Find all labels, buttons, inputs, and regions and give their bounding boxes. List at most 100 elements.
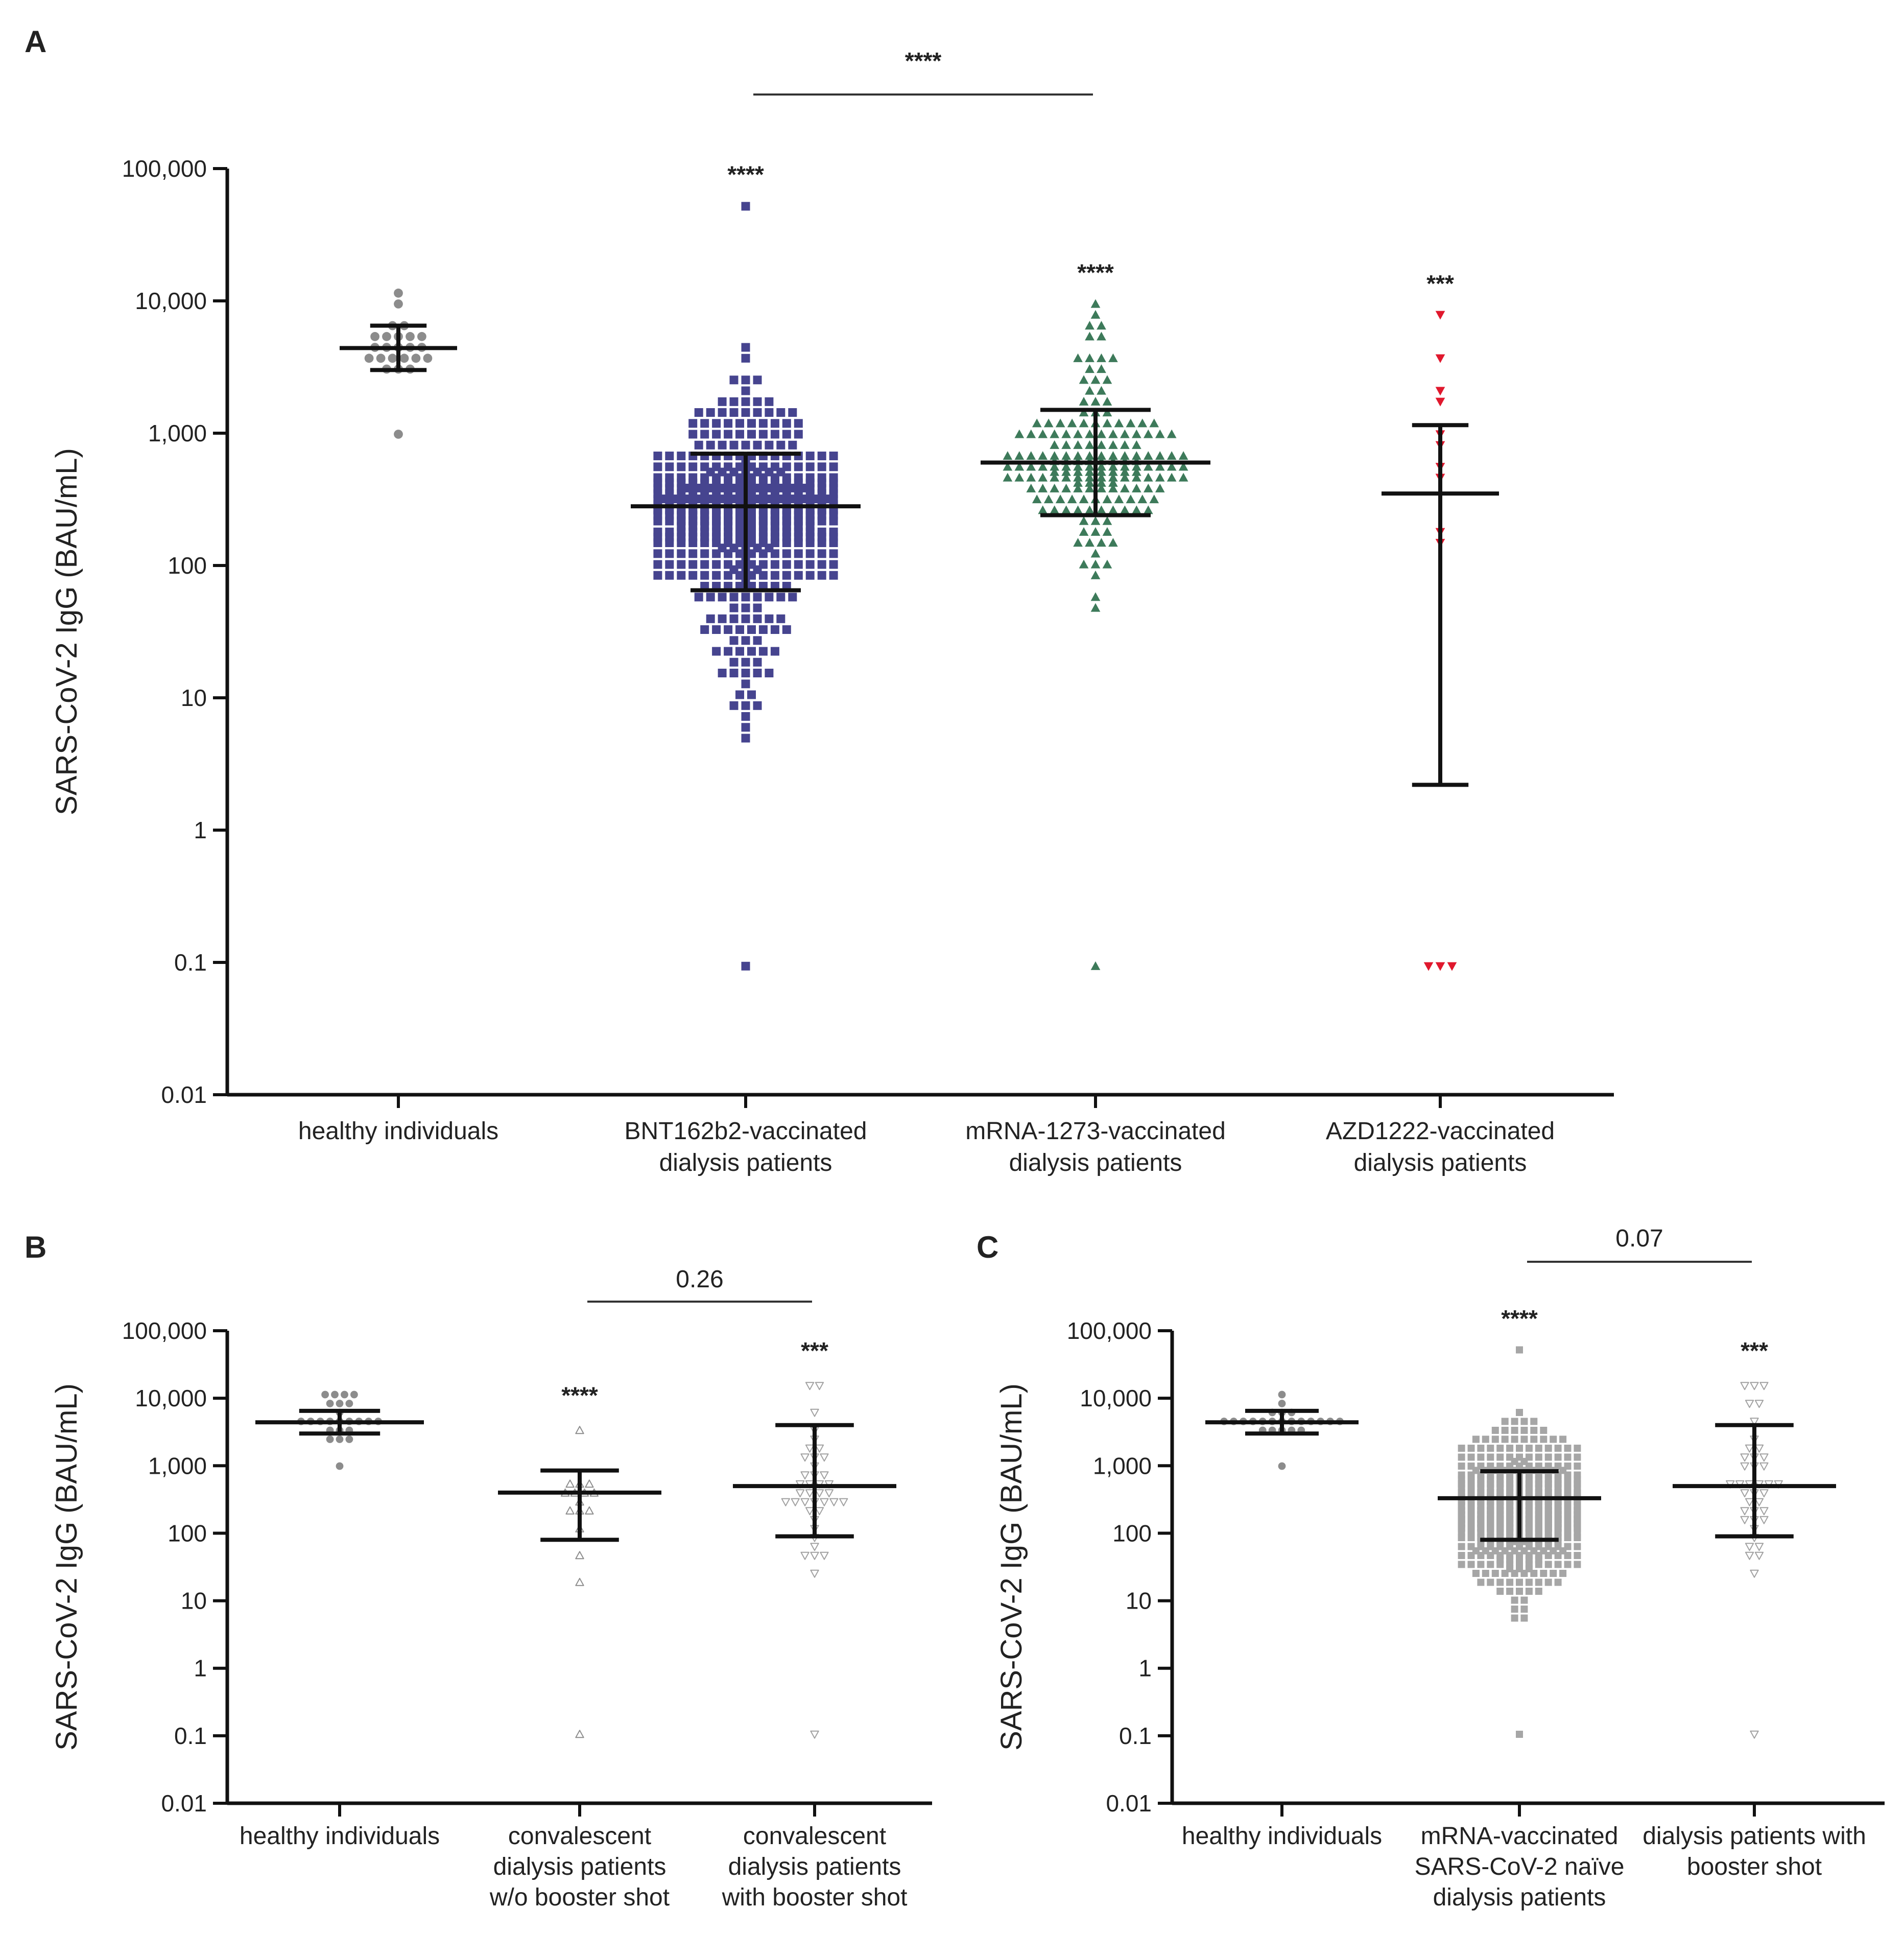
data-point <box>729 657 739 667</box>
panel-label-b: B <box>25 1230 46 1264</box>
y-tick-label: 100 <box>168 552 207 579</box>
data-point <box>741 202 750 211</box>
data-point <box>1167 429 1177 438</box>
data-point <box>741 723 750 732</box>
y-tick-label: 1,000 <box>148 1452 207 1479</box>
data-point <box>1108 483 1118 492</box>
data-point <box>1102 396 1112 406</box>
y-tick-label: 1,000 <box>1093 1452 1152 1479</box>
series-points <box>364 288 433 439</box>
data-point <box>1085 538 1094 547</box>
data-point <box>677 560 686 569</box>
data-point <box>1014 429 1025 438</box>
data-point <box>1482 1435 1489 1443</box>
data-point <box>1458 1534 1465 1541</box>
data-point <box>1079 527 1089 536</box>
data-point <box>1085 386 1094 395</box>
data-point <box>1126 494 1136 504</box>
data-point <box>1038 505 1048 514</box>
data-point <box>1423 962 1434 971</box>
data-point <box>1496 1445 1504 1452</box>
data-point <box>1540 1427 1548 1434</box>
x-tick-label: dialysis patients <box>659 1149 832 1176</box>
data-point <box>1574 1453 1581 1461</box>
data-point <box>735 625 744 634</box>
y-tick-label: 100,000 <box>122 155 207 182</box>
data-point <box>1131 440 1141 449</box>
data-point <box>1085 462 1094 471</box>
data-point <box>1501 1427 1509 1434</box>
data-point <box>794 560 803 569</box>
x-tick-label: convalescent <box>743 1823 886 1850</box>
data-point <box>575 1551 584 1560</box>
data-point <box>345 1400 353 1407</box>
data-point <box>747 419 756 428</box>
data-point <box>1085 440 1094 449</box>
data-point <box>741 353 750 363</box>
data-point <box>724 549 733 558</box>
data-point <box>829 516 838 526</box>
data-point <box>776 614 786 623</box>
data-point <box>805 452 815 460</box>
data-point <box>1085 451 1094 460</box>
data-point <box>677 462 686 472</box>
data-point <box>1149 494 1159 504</box>
data-point <box>741 408 750 417</box>
data-point <box>1131 505 1141 514</box>
x-tick-label: SARS-CoV-2 naïve <box>1415 1853 1625 1880</box>
x-tick-label: dialysis patients <box>728 1853 901 1880</box>
data-point <box>677 452 686 460</box>
data-point <box>817 452 826 460</box>
data-point <box>1079 494 1089 504</box>
data-point <box>1079 559 1089 569</box>
data-point <box>336 1462 344 1470</box>
data-point <box>770 647 779 656</box>
data-point <box>1079 375 1089 384</box>
data-point <box>735 419 744 428</box>
data-point <box>1090 549 1101 558</box>
x-tick-label: dialysis patients <box>1433 1884 1606 1911</box>
data-point <box>1149 418 1159 428</box>
data-point <box>1516 1445 1523 1452</box>
data-point <box>1520 1614 1528 1622</box>
data-point <box>700 430 709 439</box>
data-point <box>1525 1588 1533 1595</box>
data-point <box>1477 1453 1485 1461</box>
data-point <box>1501 1435 1509 1443</box>
data-point <box>1061 462 1071 471</box>
data-point <box>1079 516 1089 525</box>
series-points <box>1003 299 1188 970</box>
data-point <box>1120 451 1130 460</box>
data-point <box>1061 440 1071 449</box>
data-point <box>700 571 709 580</box>
data-point <box>815 1507 824 1516</box>
data-point <box>724 430 733 439</box>
data-point <box>665 538 674 547</box>
data-point <box>753 593 762 602</box>
data-point <box>800 1498 810 1506</box>
data-point <box>1114 418 1124 428</box>
data-point <box>1754 1400 1764 1408</box>
data-point <box>1745 1498 1754 1506</box>
x-tick-label: mRNA-vaccinated <box>1421 1823 1619 1850</box>
data-point <box>706 408 715 417</box>
data-point <box>1511 1418 1518 1425</box>
data-point <box>1167 451 1177 460</box>
data-point <box>794 571 803 580</box>
data-point <box>753 636 762 645</box>
data-point <box>665 560 674 569</box>
data-point <box>829 571 838 580</box>
data-point <box>1050 462 1060 471</box>
data-point <box>1102 408 1112 417</box>
data-point <box>394 430 403 439</box>
data-point <box>688 549 698 558</box>
data-point <box>729 701 739 710</box>
data-point <box>729 440 739 450</box>
data-point <box>1097 332 1106 341</box>
data-point <box>741 734 750 743</box>
data-point <box>1516 1588 1523 1595</box>
data-point <box>1143 473 1153 482</box>
data-point <box>741 397 750 406</box>
data-point <box>1120 440 1130 449</box>
data-point <box>776 408 786 417</box>
